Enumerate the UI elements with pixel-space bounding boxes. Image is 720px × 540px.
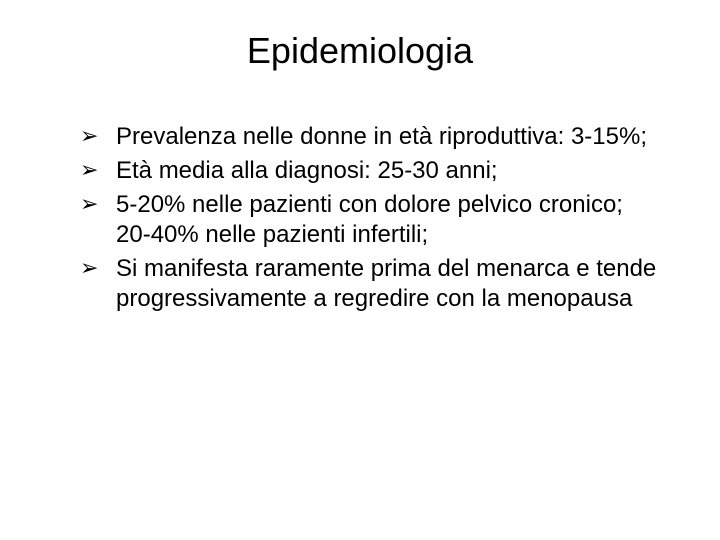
bullet-item: 5-20% nelle pazienti con dolore pelvico … <box>80 190 660 250</box>
slide: Epidemiologia Prevalenza nelle donne in … <box>0 0 720 540</box>
bullet-item: Si manifesta raramente prima del menarca… <box>80 254 660 314</box>
slide-title: Epidemiologia <box>60 30 660 72</box>
bullet-item: Età media alla diagnosi: 25-30 anni; <box>80 156 660 186</box>
bullet-list: Prevalenza nelle donne in età riprodutti… <box>80 122 660 314</box>
bullet-item: Prevalenza nelle donne in età riprodutti… <box>80 122 660 152</box>
